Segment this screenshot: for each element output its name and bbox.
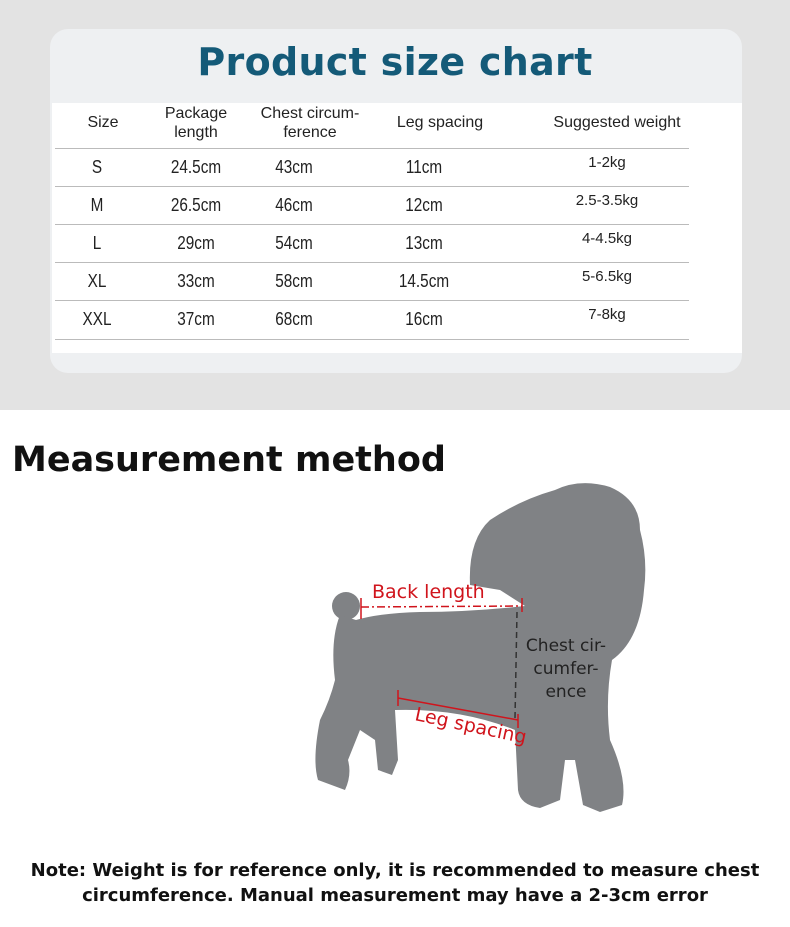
- table-cell: S: [91, 157, 103, 177]
- table-cell: 13cm: [405, 233, 443, 253]
- chest-line: [514, 611, 518, 719]
- table-cell: 37cm: [177, 309, 215, 329]
- table-cell: 68cm: [275, 309, 313, 329]
- table-cell: 14.5cm: [398, 271, 450, 291]
- measurement-title: Measurement method: [12, 440, 446, 480]
- table-cell: 7-8kg: [588, 306, 626, 323]
- column-header: Leg spacing: [385, 113, 495, 132]
- table-cell: 4-4.5kg: [581, 230, 633, 247]
- row-divider: [55, 186, 689, 187]
- table-cell: M: [90, 195, 104, 215]
- table-cell: 1-2kg: [588, 154, 626, 171]
- note-line-1: Note: Weight is for reference only, it i…: [30, 860, 760, 881]
- back-length-label: Back length: [372, 581, 485, 603]
- table-cell: 29cm: [177, 233, 215, 253]
- leg-spacing-line: [397, 690, 519, 728]
- table-cell: 26.5cm: [170, 195, 222, 215]
- table-cell: 5-6.5kg: [581, 268, 633, 285]
- chest-label-1: Chest cir-: [526, 636, 606, 656]
- table-cell: 54cm: [275, 233, 313, 253]
- column-header-line: Size: [87, 114, 119, 131]
- size-table: [52, 103, 742, 353]
- column-header-line: length: [174, 124, 218, 141]
- table-cell: 24.5cm: [170, 157, 222, 177]
- note-line-2: circumference. Manual measurement may ha…: [82, 885, 708, 906]
- column-header-line: Leg spacing: [396, 114, 484, 131]
- row-divider: [55, 148, 689, 149]
- table-cell: L: [92, 233, 102, 253]
- table-cell: 46cm: [275, 195, 313, 215]
- table-cell: 33cm: [177, 271, 215, 291]
- chart-title: Product size chart: [197, 40, 593, 84]
- column-header-line: ference: [283, 124, 337, 141]
- column-header-line: Chest circum-: [260, 105, 360, 122]
- dog-diagram: Back length Leg spacing Chest cir- cumfe…: [315, 483, 646, 812]
- row-divider: [55, 300, 689, 301]
- table-cell: 16cm: [405, 309, 443, 329]
- column-header-line: Package: [164, 105, 228, 122]
- table-cell: XL: [87, 271, 107, 291]
- column-header: Suggested weight: [537, 113, 697, 132]
- column-header-line: Suggested weight: [553, 114, 681, 131]
- back-length-line: [360, 598, 523, 619]
- column-header: Package length: [151, 104, 241, 142]
- table-cell: 58cm: [275, 271, 313, 291]
- row-divider: [55, 339, 689, 340]
- table-cell: 11cm: [405, 157, 443, 177]
- table-cell: XXL: [82, 309, 112, 329]
- table-cell: 2.5-3.5kg: [575, 192, 639, 209]
- row-divider: [55, 262, 689, 263]
- dog-silhouette: [315, 483, 646, 812]
- chest-label-2: cumfer-: [533, 659, 598, 679]
- table-cell: 43cm: [275, 157, 313, 177]
- column-header: Size: [73, 113, 133, 132]
- table-cell: 12cm: [405, 195, 443, 215]
- row-divider: [55, 224, 689, 225]
- note: Note: Weight is for reference only, it i…: [0, 858, 790, 908]
- chest-label-3: ence: [545, 682, 586, 702]
- column-header: Chest circum-ference: [250, 104, 370, 142]
